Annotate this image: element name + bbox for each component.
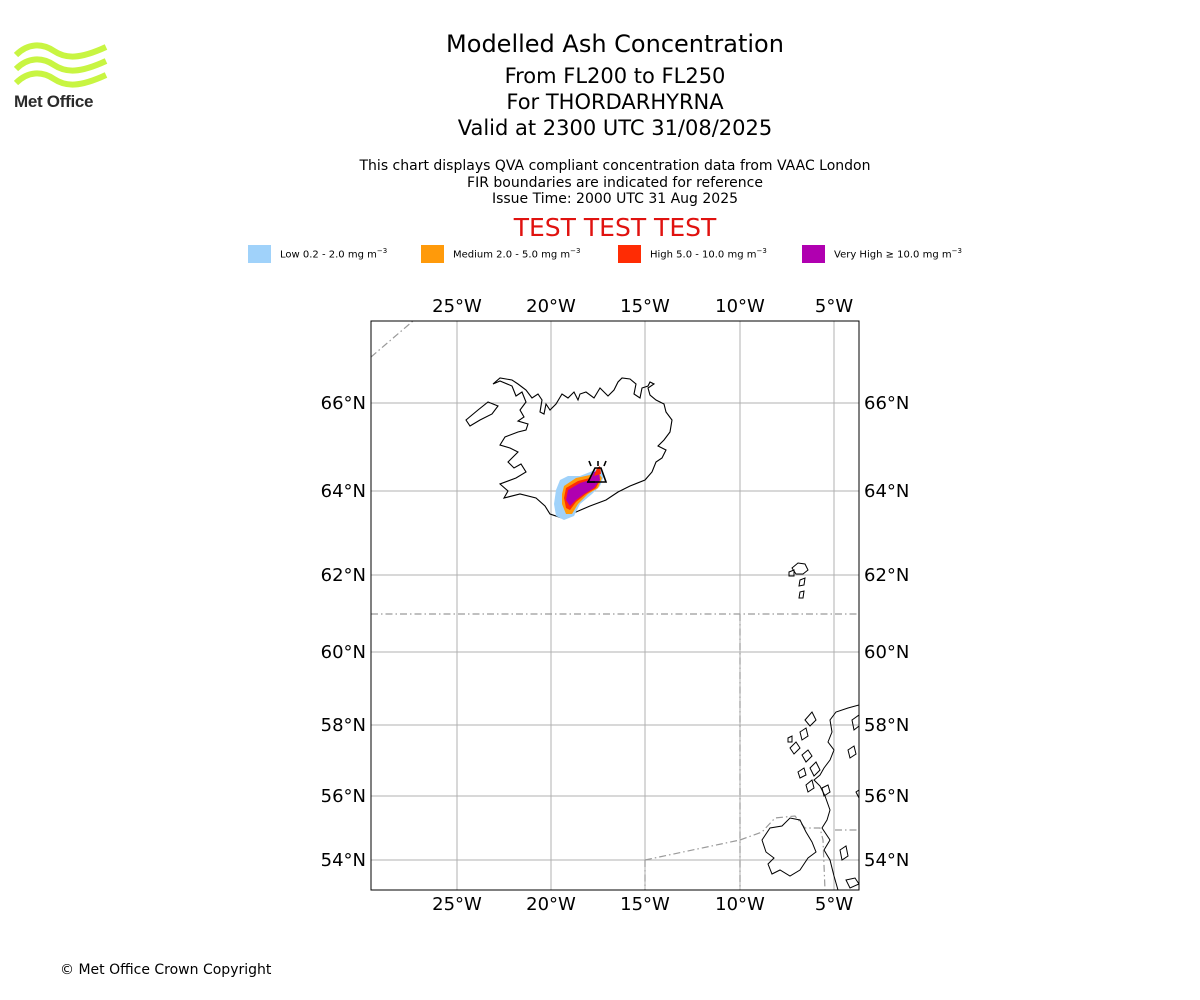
met-office-logo (14, 42, 108, 88)
legend-label-very-high: Very High ≥ 10.0 mg m (834, 249, 952, 261)
lon-label-top-10w: 10°W (715, 296, 765, 317)
lat-label-right-56n: 56°N (864, 786, 909, 807)
lat-label-left-64n: 64°N (321, 481, 366, 502)
fir-boundaries (371, 321, 859, 890)
westfjords-coast (465, 401, 499, 427)
legend-item-high: High 5.0 - 10.0 mg m−3 (618, 245, 767, 263)
lon-label-bottom-5w: 5°W (815, 894, 853, 915)
lat-label-left-60n: 60°N (321, 642, 366, 663)
iceland-coastline (492, 377, 673, 519)
legend-swatch-very-high (802, 245, 825, 263)
lon-label-top-15w: 15°W (620, 296, 670, 317)
fir-note: FIR boundaries are indicated for referen… (467, 175, 763, 191)
lon-label-top-5w: 5°W (815, 296, 853, 317)
lon-label-bottom-10w: 10°W (715, 894, 765, 915)
lat-label-left-54n: 54°N (321, 850, 366, 871)
legend-item-medium: Medium 2.0 - 5.0 mg m−3 (421, 245, 580, 263)
ash-map: 25°W 20°W 15°W 10°W 5°W 25°W 20°W 15°W 1… (321, 296, 910, 915)
lat-label-left-56n: 56°N (321, 786, 366, 807)
graticule (371, 321, 859, 890)
legend: Low 0.2 - 2.0 mg m−3 Medium 2.0 - 5.0 mg… (0, 245, 1200, 263)
valid-time: Valid at 2300 UTC 31/08/2025 (457, 116, 773, 140)
lat-label-right-54n: 54°N (864, 850, 909, 871)
british-isles-coastline (761, 704, 859, 890)
lat-label-left-62n: 62°N (321, 565, 366, 586)
faroe-islands (788, 562, 809, 599)
lon-label-bottom-15w: 15°W (620, 894, 670, 915)
ash-plume (554, 466, 604, 520)
page-title: Modelled Ash Concentration (446, 30, 784, 58)
flight-levels: From FL200 to FL250 (504, 64, 726, 88)
lat-label-left-66n: 66°N (321, 393, 366, 414)
lat-label-right-60n: 60°N (864, 642, 909, 663)
legend-label-medium: Medium 2.0 - 5.0 mg m (453, 249, 571, 261)
lat-label-right-66n: 66°N (864, 393, 909, 414)
lon-label-bottom-20w: 20°W (526, 894, 576, 915)
lat-label-right-64n: 64°N (864, 481, 909, 502)
lon-label-top-20w: 20°W (526, 296, 576, 317)
legend-item-low: Low 0.2 - 2.0 mg m−3 (248, 245, 387, 263)
legend-swatch-low (248, 245, 271, 263)
lon-label-top-25w: 25°W (432, 296, 482, 317)
map-frame (370, 320, 860, 891)
copyright-footer: © Met Office Crown Copyright (60, 962, 272, 978)
lon-label-bottom-25w: 25°W (432, 894, 482, 915)
volcano-icon (586, 460, 608, 483)
legend-swatch-medium (421, 245, 444, 263)
legend-item-very-high: Very High ≥ 10.0 mg m−3 (802, 245, 962, 263)
issue-time: Issue Time: 2000 UTC 31 Aug 2025 (491, 191, 739, 207)
chart-note: This chart displays QVA compliant concen… (359, 158, 871, 174)
legend-swatch-high (618, 245, 641, 263)
legend-label-low: Low 0.2 - 2.0 mg m (280, 249, 377, 261)
legend-label-high: High 5.0 - 10.0 mg m (650, 249, 757, 261)
lat-label-right-62n: 62°N (864, 565, 909, 586)
test-banner: TEST TEST TEST (513, 213, 717, 242)
logo-text: Met Office (14, 92, 94, 111)
volcano-name: For THORDARHYRNA (506, 90, 724, 114)
lat-label-left-58n: 58°N (321, 715, 366, 736)
lat-label-right-58n: 58°N (864, 715, 909, 736)
